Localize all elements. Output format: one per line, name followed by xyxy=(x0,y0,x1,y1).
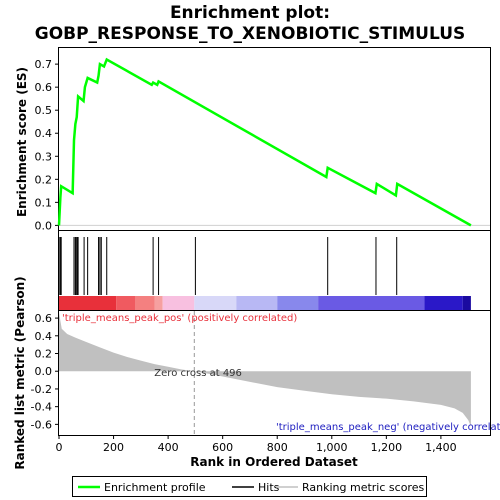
color-bar-segment xyxy=(162,296,195,310)
hits-panel xyxy=(58,230,491,311)
metric-tick-label: -0.6 xyxy=(31,418,52,431)
x-tick-label: 1,200 xyxy=(371,441,403,454)
color-bar-segment xyxy=(116,296,136,310)
es-tick-label: 0.7 xyxy=(35,58,53,71)
color-bar-segment xyxy=(462,296,471,310)
color-bar-segment xyxy=(277,296,319,310)
x-tick-label: 1,000 xyxy=(316,441,348,454)
metric-tick-label: 0.4 xyxy=(35,330,53,343)
es-panel-frame xyxy=(58,47,491,231)
metric-tick-label: -0.2 xyxy=(31,383,52,396)
hit-lines xyxy=(59,237,398,295)
metric-tick-label: -0.4 xyxy=(31,401,52,414)
x-tick-label: 1,400 xyxy=(425,441,457,454)
color-bar-segment xyxy=(59,296,117,310)
color-bar-segment xyxy=(194,296,237,310)
legend-metric-label: Ranking metric scores xyxy=(302,481,424,494)
x-axis-label: Rank in Ordered Dataset xyxy=(190,455,358,469)
es-tick-label: 0.5 xyxy=(35,104,53,117)
es-axis: 0.0 0.1 0.2 0.3 0.4 0.5 0.6 0.7 xyxy=(35,58,59,232)
enrichment-profile-line xyxy=(57,57,472,227)
x-tick-label: 800 xyxy=(267,441,288,454)
chart-title-line1: Enrichment plot: xyxy=(170,3,330,23)
legend-hits-label: Hits xyxy=(258,481,280,494)
es-tick-label: 0.2 xyxy=(35,173,53,186)
es-tick-label: 0.0 xyxy=(35,219,53,232)
x-tick-label: 0 xyxy=(56,441,63,454)
metric-panel: 0.6 0.4 0.2 0.0 -0.2 -0.4 -0.6 'triple_means_p… xyxy=(13,276,500,469)
neg-correlated-label: 'triple_means_peak_neg' (negatively corr… xyxy=(276,422,500,433)
metric-tick-label: 0.6 xyxy=(35,312,53,325)
x-tick-label: 200 xyxy=(103,441,124,454)
color-bar-segment xyxy=(318,296,425,310)
pos-correlated-label: 'triple_means_peak_pos' (positively corr… xyxy=(62,313,297,324)
chart-title-line2: GOBP_RESPONSE_TO_XENOBIOTIC_STIMULUS xyxy=(35,24,466,44)
ranking-metric-area xyxy=(59,312,471,427)
color-bar-segment xyxy=(424,296,463,310)
es-panel: 0.0 0.1 0.2 0.3 0.4 0.5 0.6 0.7 Enrichment scor… xyxy=(15,47,491,232)
metric-axis: 0.6 0.4 0.2 0.0 -0.2 -0.4 -0.6 xyxy=(31,312,59,431)
metric-axis-label: Ranked list metric (Pearson) xyxy=(13,276,27,469)
es-tick-label: 0.3 xyxy=(35,150,53,163)
metric-tick-label: 0.2 xyxy=(35,348,53,361)
color-bar-segment xyxy=(154,296,163,310)
x-tick-label: 400 xyxy=(158,441,179,454)
legend-enrichment-label: Enrichment profile xyxy=(104,481,206,494)
metric-tick-label: 0.0 xyxy=(35,365,53,378)
legend: Enrichment profile Hits Ranking metric s… xyxy=(72,476,427,497)
color-bar-segment xyxy=(135,296,155,310)
zero-cross-label: Zero cross at 496 xyxy=(154,368,242,379)
es-tick-label: 0.4 xyxy=(35,127,53,140)
x-axis: 0 200 400 600 800 1,000 1,200 1,400 xyxy=(56,435,457,454)
color-bar-segment xyxy=(236,296,278,310)
x-tick-label: 600 xyxy=(212,441,233,454)
es-tick-label: 0.6 xyxy=(35,81,53,94)
es-tick-label: 0.1 xyxy=(35,196,53,209)
es-axis-label: Enrichment score (ES) xyxy=(15,67,29,217)
ranking-color-bar xyxy=(59,296,471,310)
